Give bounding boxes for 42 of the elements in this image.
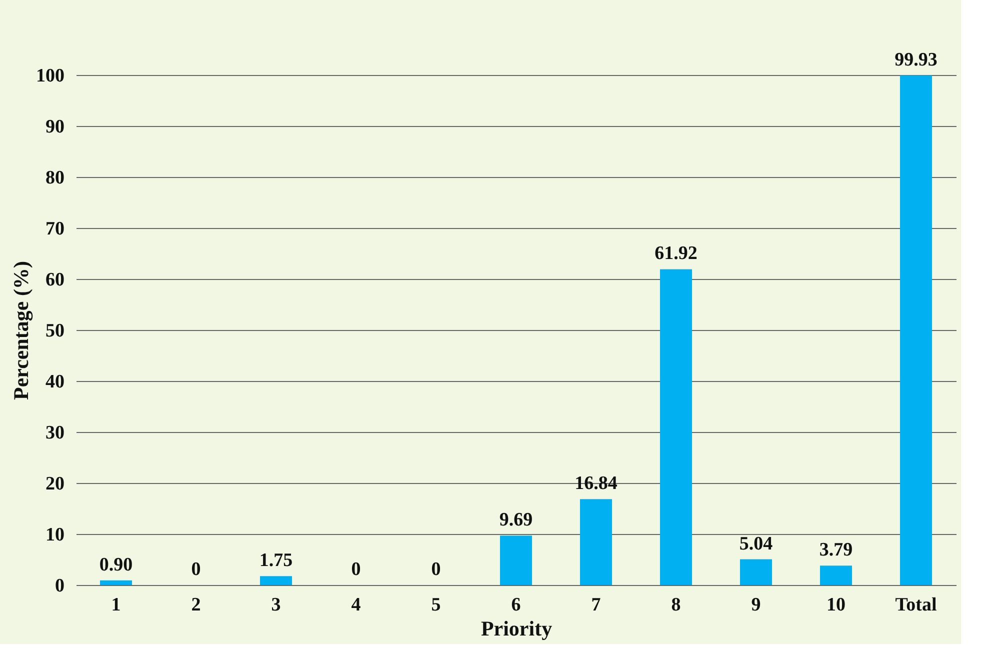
y-tick-label: 60 — [46, 270, 64, 290]
x-tick-label: Total — [895, 594, 937, 616]
data-label: 0 — [191, 559, 201, 580]
y-tick-label: 80 — [46, 168, 64, 188]
y-tick-label: 90 — [46, 116, 64, 138]
data-label: 9.69 — [499, 510, 533, 531]
x-axis-title: Priority — [480, 616, 553, 640]
bar — [500, 536, 532, 585]
x-tick-label: 3 — [271, 594, 281, 616]
x-tick-label: 9 — [751, 594, 761, 616]
y-tick-label: 20 — [46, 474, 64, 494]
x-tick-label: 5 — [431, 594, 441, 616]
x-tick-label: 6 — [511, 594, 521, 616]
y-tick-label: 0 — [55, 576, 64, 596]
x-tick-label: 7 — [591, 594, 602, 616]
x-tick-label: 10 — [826, 594, 846, 616]
data-label: 0.90 — [99, 554, 133, 576]
data-label: 0 — [431, 559, 441, 580]
data-label: 1.75 — [259, 550, 293, 572]
bar — [260, 576, 292, 585]
bar — [740, 559, 772, 585]
bar — [900, 75, 932, 585]
y-tick-label: 70 — [46, 218, 64, 240]
y-tick-label: 40 — [46, 372, 64, 392]
bar — [100, 580, 132, 585]
y-tick-label: 100 — [36, 66, 64, 86]
y-axis-title: Percentage (%) — [9, 261, 33, 400]
x-tick-label: 2 — [191, 594, 201, 616]
bar — [580, 499, 612, 585]
x-tick-label: 4 — [351, 594, 362, 616]
x-tick-label: 1 — [111, 594, 121, 616]
x-tick-label: 8 — [671, 594, 681, 616]
data-label: 5.04 — [739, 533, 774, 554]
data-label: 99.93 — [894, 49, 938, 70]
data-label: 61.92 — [654, 243, 698, 264]
bar — [820, 566, 852, 585]
data-label: 3.79 — [819, 540, 853, 561]
y-tick-label: 10 — [46, 524, 64, 546]
y-tick-label: 50 — [46, 320, 64, 342]
bar — [660, 269, 692, 585]
data-label: 0 — [351, 559, 361, 580]
y-tick-label: 30 — [46, 422, 64, 444]
